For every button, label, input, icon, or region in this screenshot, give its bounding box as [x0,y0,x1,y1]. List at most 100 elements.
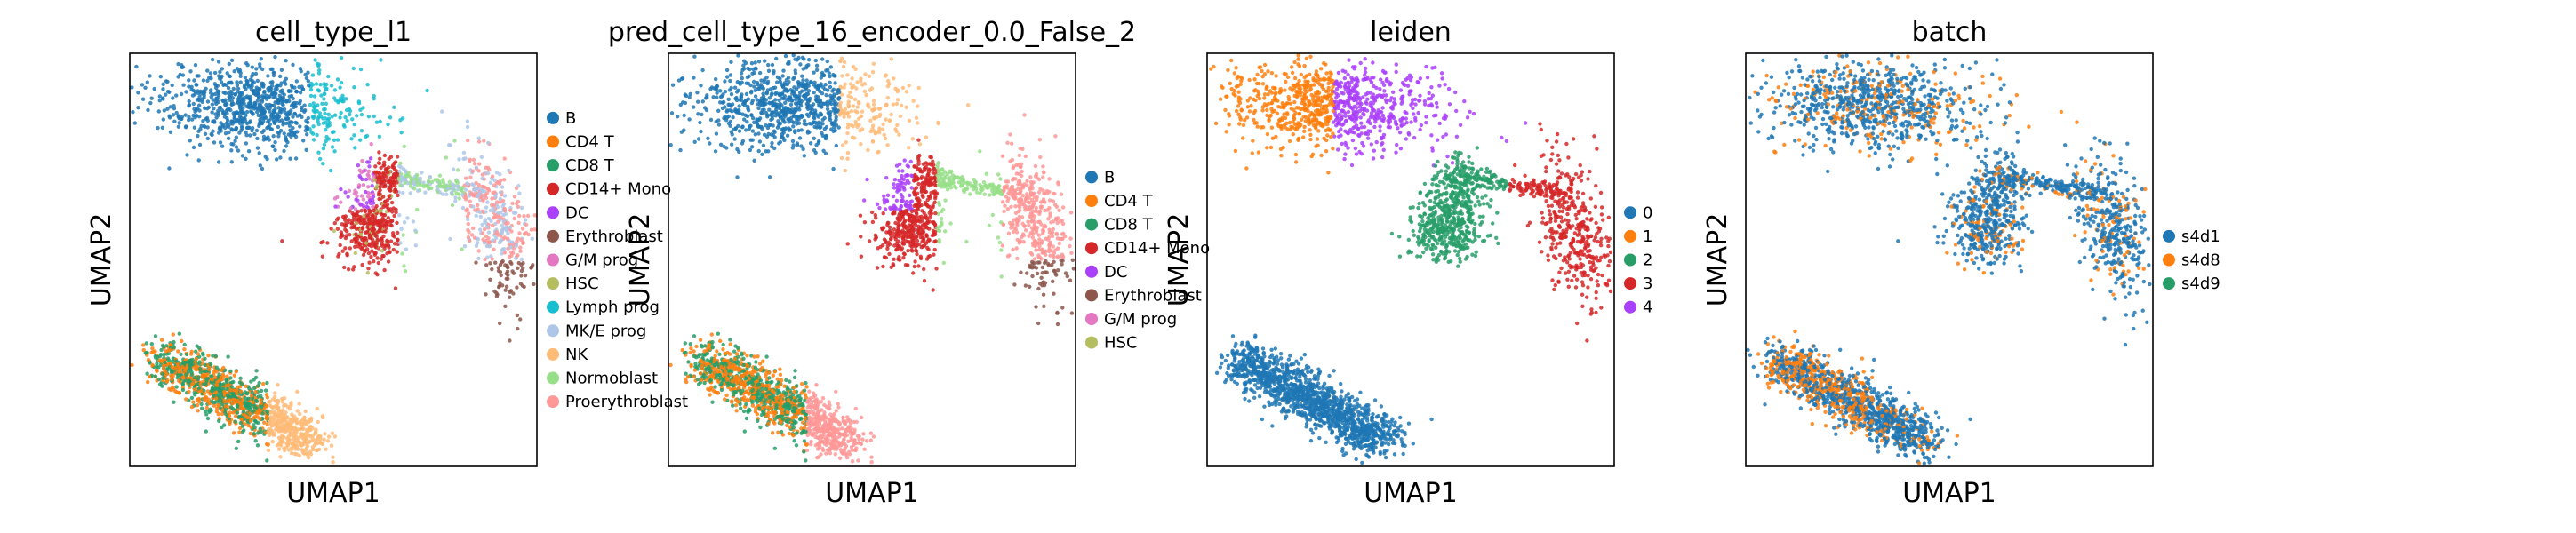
data-point [831,106,836,111]
data-point [764,98,768,102]
data-point [516,204,521,209]
data-point [867,74,871,79]
data-point [354,190,359,195]
data-point [191,381,196,386]
data-point [706,136,710,140]
data-point [1008,132,1012,137]
data-point [143,351,148,355]
data-point [913,259,917,264]
data-point [670,83,676,87]
data-point [291,436,296,442]
data-point [268,399,272,403]
data-point [205,125,210,130]
data-point [225,115,229,121]
data-point [212,403,217,408]
data-point [464,176,468,180]
data-point [476,256,481,261]
data-point [363,248,368,253]
data-point [204,412,209,417]
data-point [948,221,953,226]
data-point [169,373,173,378]
data-point [779,82,784,87]
data-point [352,237,357,242]
data-point [933,211,938,216]
data-point [352,224,357,228]
data-point [816,124,821,129]
data-point [767,107,772,112]
data-point [252,386,257,391]
data-point [902,158,907,163]
data-point [333,113,338,117]
data-point [365,271,370,275]
data-point [763,59,767,63]
data-point [282,131,286,136]
data-point [359,129,364,133]
data-point [1022,113,1027,117]
data-point [256,91,260,97]
data-point [730,109,734,114]
data-point [512,216,516,221]
data-point [880,127,885,131]
data-point [503,288,508,292]
data-point [202,123,206,129]
data-point [724,68,730,73]
data-point [215,84,220,88]
data-point [281,103,285,107]
data-point [801,81,805,86]
data-point [325,117,331,123]
data-point [224,378,229,383]
data-point [393,286,398,290]
data-point [160,384,164,388]
data-point [820,57,825,61]
data-point [891,194,896,199]
data-point [188,69,193,74]
data-point [130,85,134,90]
data-point [291,102,295,107]
data-point [506,273,510,277]
data-point [238,74,243,79]
data-point [203,369,208,373]
data-point [408,191,412,195]
data-point [266,448,271,453]
data-point [824,93,828,98]
data-point [798,101,803,106]
data-point [816,86,820,91]
data-point [1047,230,1052,235]
data-point [770,140,774,146]
data-point [846,110,851,115]
data-point [329,168,333,173]
data-point [727,102,732,107]
data-point [471,192,476,197]
data-point [210,110,214,115]
data-point [491,238,495,243]
data-point [311,447,316,452]
data-point [937,203,942,207]
data-point [400,251,404,256]
data-point [247,106,252,110]
data-point [239,417,244,422]
data-point [837,103,842,107]
data-point [723,79,727,84]
data-point [715,87,719,91]
data-point [228,369,233,373]
data-point [358,138,363,142]
data-point [240,118,244,123]
data-point [376,193,381,197]
data-point [366,173,371,179]
data-point [1031,180,1036,185]
data-point [212,82,217,86]
data-point [282,107,287,112]
data-point [372,219,377,224]
data-point [304,147,308,152]
data-point [770,91,774,96]
data-point [1000,200,1005,204]
data-point [387,245,391,250]
data-point [159,347,164,353]
data-point [213,375,218,380]
data-point [388,115,393,120]
data-point [825,59,829,64]
data-point [197,360,202,364]
data-point [216,60,221,64]
data-point [204,377,209,381]
data-point [381,253,386,259]
